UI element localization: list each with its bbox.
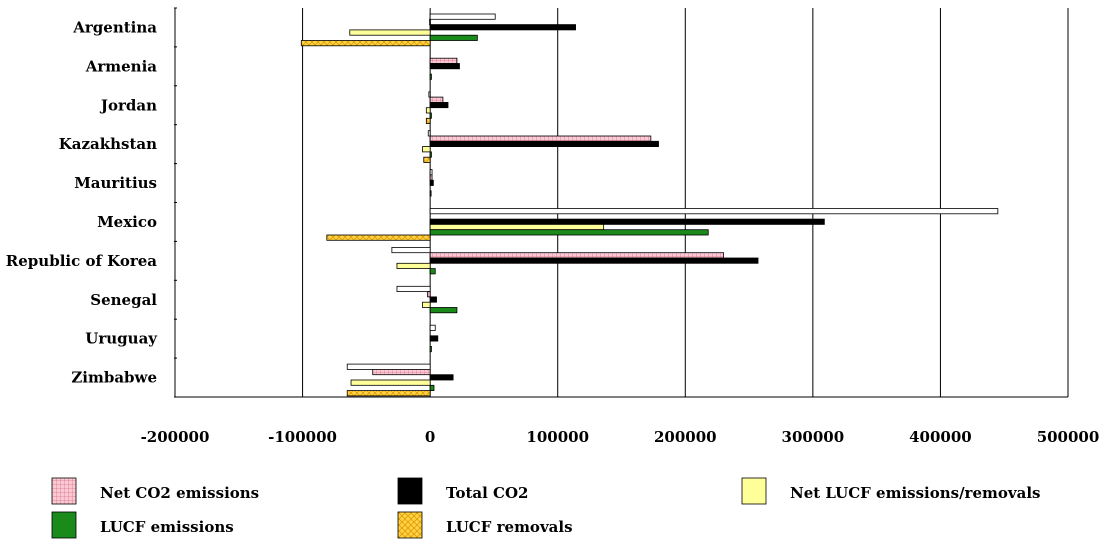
bar-lucf-emissions-republic-of-korea bbox=[429, 268, 436, 275]
legend-label-lucf-emissions: LUCF emissions bbox=[100, 518, 234, 536]
legend-label-net-co2-emissions: Net CO2 emissions bbox=[100, 484, 259, 502]
x-tick-label: -200000 bbox=[141, 428, 210, 446]
bar-net-co2-emissions-senegal bbox=[427, 291, 431, 298]
bar-unlabeled-republic-of-korea bbox=[391, 246, 431, 254]
bar-lucf-removals-zimbabwe bbox=[346, 390, 431, 397]
category-label: Mexico bbox=[97, 213, 157, 231]
bar-lucf-emissions-jordan bbox=[429, 112, 432, 119]
legend-label-net-lucf-emissions-removals: Net LUCF emissions/removals bbox=[790, 484, 1040, 502]
bar-total-co2-jordan bbox=[429, 102, 449, 109]
bar-unlabeled-kazakhstan bbox=[427, 130, 431, 137]
legend-swatch-lucf-removals bbox=[397, 511, 423, 539]
bar-net-lucf-emissions-removals-senegal bbox=[422, 301, 431, 308]
bar-lucf-emissions-mexico bbox=[429, 229, 709, 236]
bar-total-co2-armenia bbox=[429, 63, 460, 70]
bar-lucf-emissions-senegal bbox=[429, 307, 458, 314]
bar-unlabeled-mauritius bbox=[429, 169, 433, 176]
legend: Net CO2 emissions Total CO2 Net LUCF emiss… bbox=[51, 477, 1040, 539]
category-label: Senegal bbox=[90, 291, 157, 309]
grid-lines bbox=[174, 8, 1069, 397]
bar-net-lucf-emissions-removals-jordan bbox=[425, 107, 431, 114]
bar-total-co2-argentina bbox=[429, 24, 576, 31]
bar-total-co2-zimbabwe bbox=[429, 374, 454, 381]
category-label: Armenia bbox=[85, 57, 158, 75]
bar-lucf-removals-kazakhstan bbox=[423, 156, 431, 163]
bar-total-co2-senegal bbox=[429, 296, 437, 303]
bar-unlabeled-mexico bbox=[429, 208, 999, 215]
bar-net-lucf-emissions-removals-mexico bbox=[429, 223, 605, 231]
bar-total-co2-uruguay bbox=[429, 335, 439, 342]
x-tick-label: 400000 bbox=[909, 428, 972, 446]
x-tick-label: 200000 bbox=[654, 428, 717, 446]
bar-lucf-emissions-kazakhstan bbox=[429, 151, 432, 158]
bar-net-co2-emissions-jordan bbox=[429, 96, 444, 103]
axes bbox=[174, 7, 1068, 398]
bar-net-co2-emissions-mauritius bbox=[429, 174, 433, 181]
category-labels: Argentina Armenia Jordan Kazakhstan Mauritiu… bbox=[6, 18, 158, 386]
bar-lucf-emissions-armenia bbox=[429, 73, 432, 80]
bar-net-lucf-emissions-removals-kazakhstan bbox=[422, 146, 431, 153]
bar-unlabeled-argentina bbox=[429, 13, 496, 20]
bar-lucf-removals-mexico bbox=[326, 234, 431, 241]
category-label: Jordan bbox=[99, 96, 157, 114]
category-label: Kazakhstan bbox=[59, 135, 157, 153]
legend-swatch-lucf-emissions bbox=[51, 511, 77, 539]
bar-total-co2-mexico bbox=[429, 218, 825, 225]
bars bbox=[300, 13, 999, 397]
bar-unlabeled-jordan bbox=[428, 91, 431, 98]
category-label: Republic of Korea bbox=[6, 252, 157, 270]
bar-net-lucf-emissions-removals-zimbabwe bbox=[350, 379, 431, 386]
bar-net-lucf-emissions-removals-argentina bbox=[349, 29, 431, 36]
bar-lucf-emissions-uruguay bbox=[429, 345, 432, 353]
bar-unlabeled-uruguay bbox=[429, 324, 436, 331]
x-tick-labels: -200000 -100000 0 100000 200000 300000 400000 5… bbox=[141, 428, 1100, 446]
legend-label-total-co2: Total CO2 bbox=[446, 484, 528, 502]
bar-net-lucf-emissions-removals-republic-of-korea bbox=[396, 262, 431, 269]
bar-net-co2-emissions-republic-of-korea bbox=[429, 252, 724, 259]
category-label: Zimbabwe bbox=[71, 369, 157, 387]
bar-net-co2-emissions-armenia bbox=[429, 57, 458, 64]
bar-lucf-removals-argentina bbox=[300, 40, 431, 47]
bar-lucf-emissions-zimbabwe bbox=[429, 384, 435, 391]
category-label: Argentina bbox=[72, 18, 157, 36]
x-tick-label: 100000 bbox=[526, 428, 589, 446]
x-tick-label: -100000 bbox=[268, 428, 337, 446]
bar-net-co2-emissions-argentina bbox=[429, 18, 431, 25]
bar-lucf-removals-jordan bbox=[425, 117, 431, 125]
bar-total-co2-mauritius bbox=[429, 179, 434, 186]
x-tick-label: 300000 bbox=[782, 428, 845, 446]
bar-total-co2-republic-of-korea bbox=[429, 257, 759, 264]
bar-net-co2-emissions-kazakhstan bbox=[429, 135, 652, 142]
category-label: Uruguay bbox=[85, 330, 158, 348]
legend-swatch-net-co2-emissions bbox=[51, 477, 77, 505]
legend-swatch-net-lucf-emissions-removals bbox=[741, 477, 767, 505]
bar-lucf-emissions-mauritius bbox=[429, 190, 432, 197]
legend-label-lucf-removals: LUCF removals bbox=[446, 518, 573, 536]
bar-lucf-emissions-argentina bbox=[429, 34, 478, 41]
bar-unlabeled-senegal bbox=[396, 285, 431, 292]
category-label: Mauritius bbox=[74, 174, 157, 192]
x-tick-label: 0 bbox=[425, 428, 435, 446]
bar-total-co2-kazakhstan bbox=[429, 140, 659, 148]
bar-net-co2-emissions-zimbabwe bbox=[372, 368, 431, 376]
bar-unlabeled-zimbabwe bbox=[346, 363, 431, 370]
legend-swatch-total-co2 bbox=[397, 477, 423, 505]
x-tick-label: 500000 bbox=[1037, 428, 1100, 446]
